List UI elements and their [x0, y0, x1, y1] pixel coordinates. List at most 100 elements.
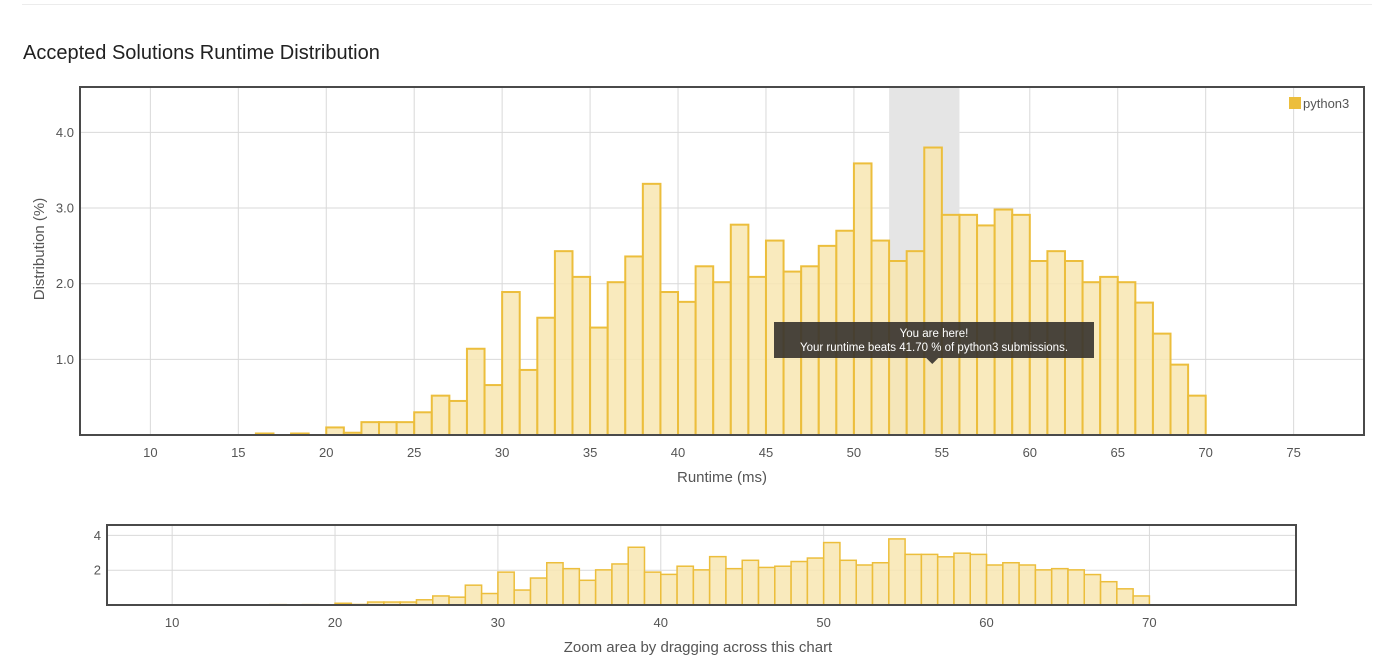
navigator-x-ticks: 10 20 30 40 50 60 70	[165, 615, 1157, 630]
plot-frame	[79, 86, 1365, 436]
bars-layer[interactable]	[254, 146, 1207, 437]
histogram-bar[interactable]	[712, 281, 732, 436]
x-tick-label: 40	[671, 445, 685, 460]
histogram-bar[interactable]	[536, 316, 556, 437]
navigator-bar	[888, 538, 906, 606]
histogram-bar[interactable]	[1081, 281, 1102, 436]
histogram-bar[interactable]	[1116, 281, 1137, 436]
navigator-bar	[676, 565, 695, 606]
x-tick-label: 70	[1142, 615, 1156, 630]
navigator-bar	[985, 564, 1004, 606]
y-tick-label: 1.0	[56, 352, 74, 367]
navigator-bar	[692, 569, 711, 606]
histogram-bar[interactable]	[378, 421, 398, 436]
histogram-bar[interactable]	[659, 291, 680, 436]
histogram-bar[interactable]	[589, 326, 609, 436]
histogram-bar[interactable]	[1099, 275, 1119, 436]
navigator-bar	[969, 553, 988, 606]
x-tick-label: 20	[328, 615, 342, 630]
histogram-bar[interactable]	[448, 399, 468, 436]
histogram-bar[interactable]	[553, 250, 574, 436]
histogram-bar[interactable]	[465, 347, 486, 437]
navigator-bar	[1050, 567, 1069, 606]
histogram-bar[interactable]	[483, 384, 504, 437]
navigator-bar	[1099, 580, 1118, 606]
navigator-bar	[920, 553, 939, 606]
zoom-caption: Zoom area by dragging across this chart	[564, 639, 833, 656]
navigator-bar	[480, 592, 499, 606]
histogram-bar[interactable]	[430, 394, 451, 436]
histogram-bar[interactable]	[729, 223, 750, 436]
x-tick-label: 20	[319, 445, 333, 460]
histogram-bar[interactable]	[1134, 301, 1154, 436]
histogram-bar[interactable]	[624, 255, 644, 436]
legend-label-python3: python3	[1303, 96, 1349, 111]
histogram-bar[interactable]	[325, 426, 345, 437]
navigator-bar	[806, 557, 825, 606]
histogram-bar[interactable]	[360, 421, 381, 436]
navigator-bar	[774, 565, 792, 606]
navigator-bar	[1002, 561, 1020, 606]
histogram-bar[interactable]	[413, 411, 433, 437]
navigator-bar	[1067, 569, 1086, 606]
x-tick-label: 40	[654, 615, 668, 630]
page-title: Accepted Solutions Runtime Distribution	[23, 42, 380, 64]
x-axis-label: Runtime (ms)	[677, 469, 767, 486]
x-tick-label: 30	[491, 615, 505, 630]
histogram-bar[interactable]	[518, 368, 539, 436]
histogram-bar[interactable]	[501, 291, 521, 436]
x-tick-label: 35	[583, 445, 597, 460]
navigator-bar	[578, 579, 597, 606]
histogram-bar[interactable]	[852, 162, 873, 437]
navigator-bar	[757, 566, 776, 606]
histogram-bar[interactable]	[1169, 363, 1190, 436]
x-tick-label: 50	[847, 445, 861, 460]
tooltip-title: You are here!	[900, 328, 969, 340]
histogram-bar[interactable]	[571, 275, 592, 436]
histogram-bar[interactable]	[641, 182, 662, 437]
histogram-bar[interactable]	[747, 275, 767, 436]
navigator-bar	[790, 560, 809, 606]
histogram-bar[interactable]	[923, 146, 943, 437]
tooltip-message: Your runtime beats 41.70 % of python3 su…	[800, 342, 1068, 354]
navigator-bar	[1116, 588, 1134, 606]
x-tick-label: 10	[143, 445, 157, 460]
histogram-bar[interactable]	[677, 300, 697, 436]
histogram-bar[interactable]	[606, 281, 627, 436]
navigator-bar	[855, 564, 874, 606]
x-tick-label: 25	[407, 445, 421, 460]
x-tick-label: 55	[935, 445, 949, 460]
navigator-bar	[660, 573, 678, 606]
navigator-bar	[741, 559, 760, 606]
navigator-bar	[822, 541, 841, 606]
x-tick-label: 70	[1198, 445, 1212, 460]
histogram-bar[interactable]	[395, 421, 416, 436]
zoom-navigator-chart[interactable]: 10 20 30 40 50 60 70 24 Zoom area by dragging …	[0, 515, 1400, 670]
tooltip-box	[774, 322, 1094, 364]
histogram-bar[interactable]	[1151, 332, 1172, 436]
x-tick-label: 30	[495, 445, 509, 460]
legend-swatch-python3	[1289, 97, 1301, 109]
y-tick-label: 4.0	[56, 125, 74, 140]
navigator-bar	[839, 559, 857, 606]
legend[interactable]: python3	[1289, 96, 1349, 111]
histogram-bar[interactable]	[694, 265, 715, 436]
y-tick-label: 4	[94, 528, 101, 543]
navigator-bar	[529, 577, 548, 606]
x-tick-label: 10	[165, 615, 179, 630]
top-divider	[22, 4, 1372, 5]
navigator-bar	[1018, 564, 1037, 606]
y-axis-label: Distribution (%)	[31, 198, 48, 301]
navigator-bar	[627, 546, 646, 606]
runtime-distribution-chart[interactable]: 10 15 20 25 30 35 40 45 50 55 60 65 70 75 1.0 2.0 3.0 4.…	[0, 80, 1400, 490]
navigator-bar	[725, 567, 743, 606]
x-tick-label: 45	[759, 445, 773, 460]
histogram-bar[interactable]	[1187, 394, 1207, 436]
navigator-bar	[953, 552, 971, 606]
navigator-bar	[594, 569, 613, 606]
navigator-bar	[432, 595, 450, 606]
navigator-bar	[464, 584, 483, 606]
navigator-bar	[448, 596, 467, 606]
y-tick-label: 2.0	[56, 276, 74, 291]
navigator-bar	[497, 571, 515, 606]
